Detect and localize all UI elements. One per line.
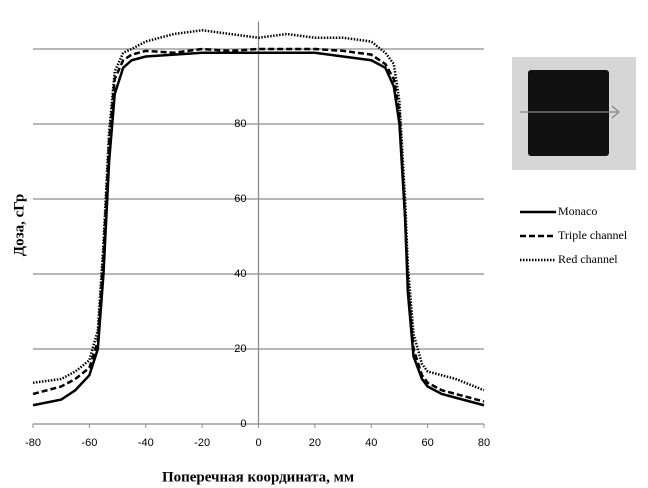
x-tick-label: 40 [365,437,377,449]
legend-label: Monaco [558,204,597,218]
legend-label: Triple channel [558,228,628,242]
x-tick-label: -60 [81,437,97,449]
inset-field [528,70,609,156]
x-tick-label: -40 [138,437,154,449]
x-tick-label: 20 [309,437,321,449]
x-axis-title: Поперечная координата, мм [162,469,354,485]
y-tick-label: 40 [234,268,246,280]
x-tick-label: 0 [255,437,261,449]
y-tick-label: 20 [234,343,246,355]
series-line [32,28,485,392]
x-tick-label: 80 [478,437,490,449]
y-axis-title: Доза, сГр [11,194,27,256]
inset-arrow-head [611,105,620,119]
x-tick-label: -20 [194,437,210,449]
legend-label: Red channel [558,252,618,266]
y-tick-label: 80 [234,118,246,130]
y-tick-label: 0 [240,418,246,430]
x-tick-label: 60 [422,437,434,449]
x-tick-label: -80 [25,437,41,449]
inset-image [512,57,636,170]
y-tick-label: 60 [234,193,246,205]
